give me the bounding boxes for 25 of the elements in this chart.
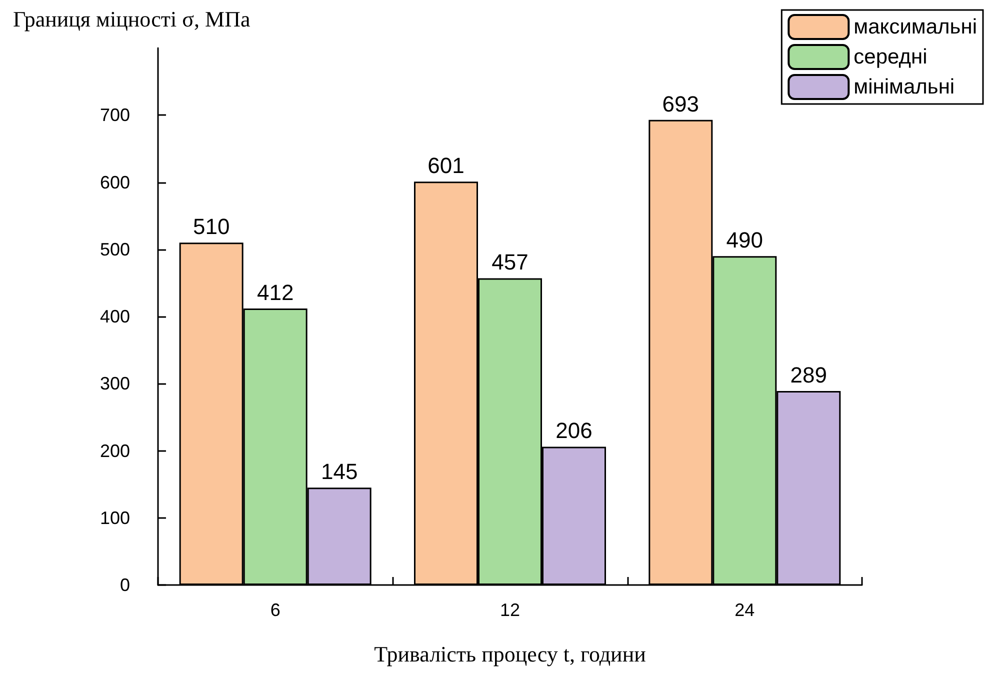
x-axis-title: Тривалість процесу t, години (374, 642, 646, 666)
x-tick-label: 6 (270, 600, 280, 620)
data-label: 289 (790, 362, 828, 388)
data-label: 693 (662, 91, 700, 116)
y-tick-label: 600 (100, 172, 130, 192)
legend-label: мінімальні (854, 76, 955, 98)
data-label: 457 (492, 250, 528, 275)
x-tick-label: 24 (734, 600, 755, 620)
y-axis-title: Границя міцності σ, МПа (13, 6, 250, 32)
y-tick-label: 300 (100, 374, 130, 394)
legend-label: максимальні (854, 16, 978, 38)
y-tick-label: 100 (100, 508, 130, 528)
y-tick-label: 400 (100, 306, 130, 326)
data-label: 206 (556, 418, 592, 444)
y-tick-label: 500 (100, 239, 130, 260)
x-tick-label: 12 (500, 600, 520, 620)
y-tick-label: 200 (100, 440, 130, 461)
data-label: 145 (320, 459, 358, 484)
data-label: 490 (726, 228, 764, 253)
y-tick-label: 0 (120, 575, 130, 595)
data-label: 412 (256, 280, 294, 305)
data-label: 601 (428, 153, 464, 178)
data-label: 510 (192, 214, 230, 240)
y-tick-label: 700 (100, 105, 130, 126)
legend-label: середні (854, 46, 928, 68)
